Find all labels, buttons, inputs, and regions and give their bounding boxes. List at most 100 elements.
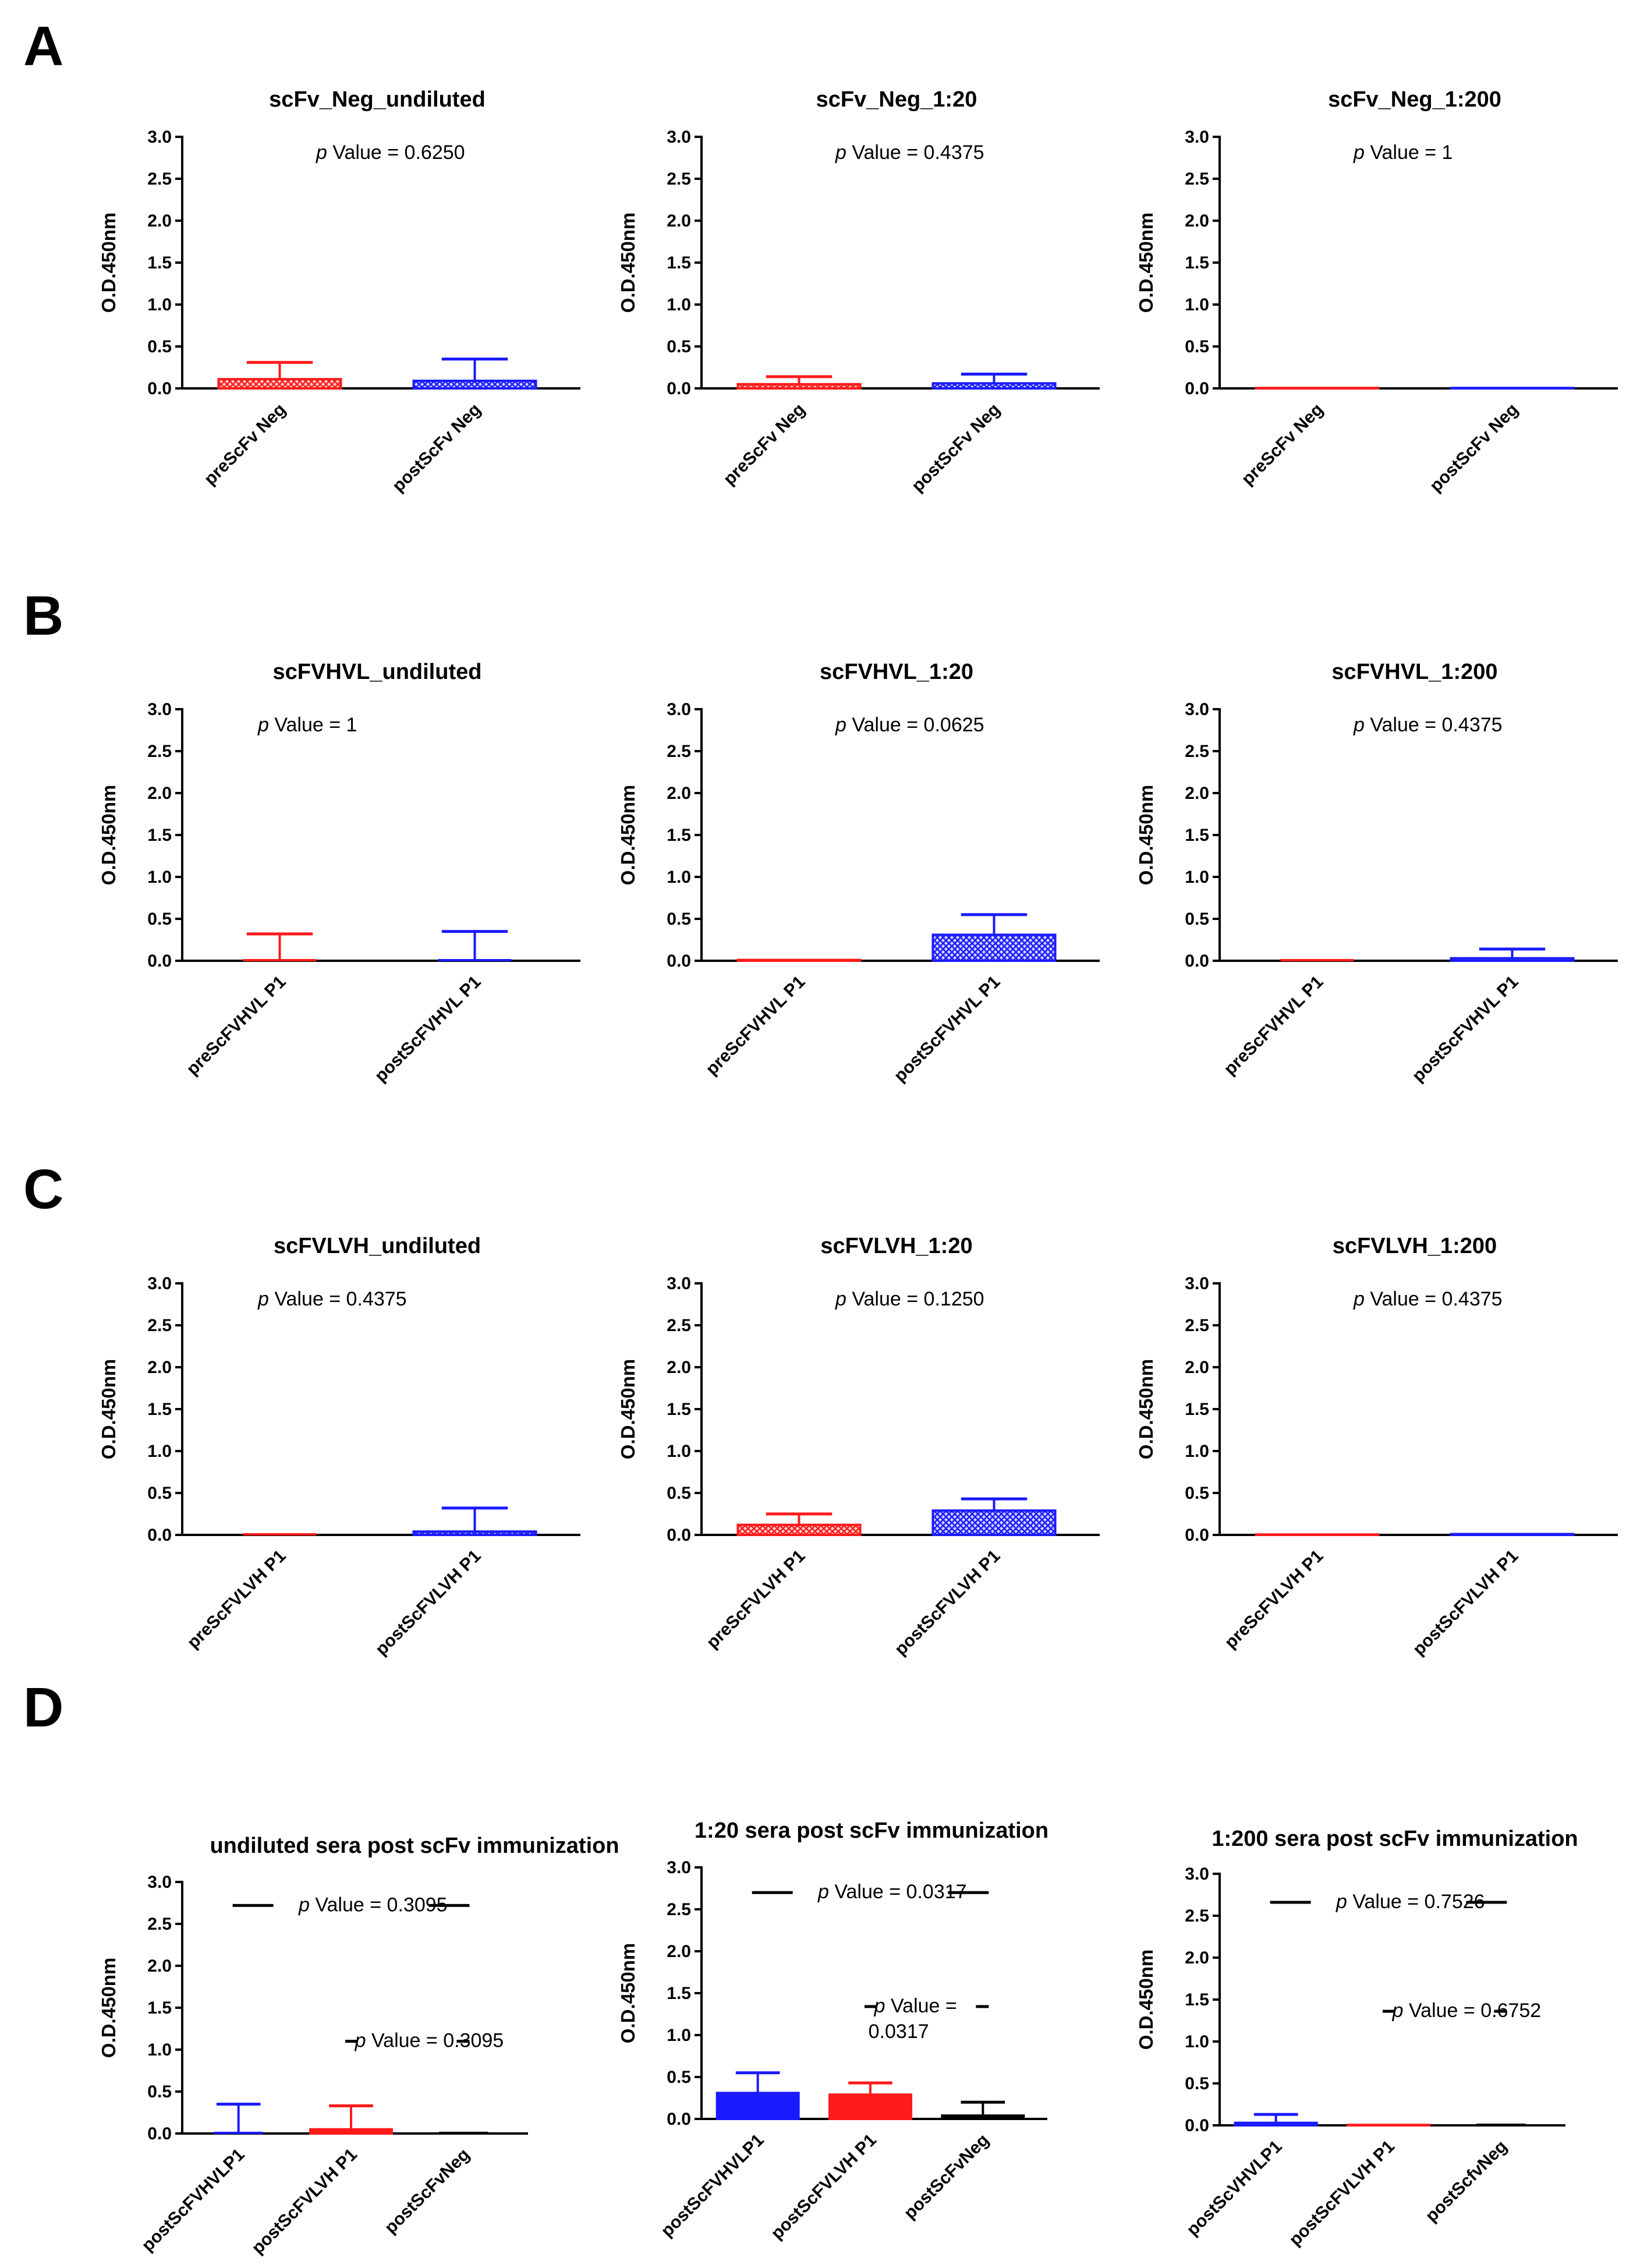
- p-value-annotation: p Value = 0.4375: [1353, 1288, 1503, 1310]
- y-tick-label: 2.5: [147, 742, 172, 761]
- p-symbol: p: [1392, 2000, 1404, 2022]
- x-tick-label: preScFVLVH P1: [703, 1547, 809, 1653]
- y-tick-label: 1.5: [147, 253, 172, 273]
- x-tick-label: postScFVLVH P1: [248, 2145, 361, 2258]
- x-tick-label: postScFv Neg: [389, 400, 485, 496]
- y-tick-label: 2.0: [667, 1358, 691, 1377]
- y-tick-label: 0.5: [1185, 2074, 1209, 2093]
- p-value-annotation: p Value = 0.6752: [1392, 2000, 1542, 2022]
- y-tick-label: 1.0: [667, 1442, 691, 1461]
- y-tick-label: 1.0: [1185, 295, 1209, 314]
- x-tick-label: preScFv Neg: [720, 400, 809, 489]
- y-axis-label: O.D.450nm: [98, 785, 119, 885]
- y-tick-label: 3.0: [1185, 700, 1209, 719]
- y-tick-label: 1.0: [147, 868, 172, 887]
- y-tick-label: 1.5: [147, 1400, 172, 1419]
- y-axis-label: O.D.450nm: [1135, 785, 1157, 885]
- y-tick-label: 3.0: [1185, 128, 1209, 147]
- y-tick-label: 1.0: [1185, 2032, 1209, 2051]
- y-tick-label: 2.5: [147, 1915, 172, 1934]
- p-value-text: Value = 0.7526: [1347, 1891, 1485, 1913]
- y-tick-label: 0.5: [1185, 1484, 1209, 1503]
- p-symbol: p: [257, 1288, 269, 1310]
- bar-2: [1450, 1533, 1575, 1537]
- x-tick-label: postScVHVLP1: [1183, 2137, 1286, 2240]
- y-axis-label: O.D.450nm: [1135, 1949, 1157, 2050]
- y-tick-label: 0.0: [1185, 379, 1209, 398]
- y-tick-label: 1.5: [147, 826, 172, 845]
- y-tick-label: 1.0: [1185, 868, 1209, 887]
- x-tick-label: preScFVLVH P1: [1221, 1547, 1327, 1653]
- y-tick-label: 3.0: [667, 1858, 691, 1877]
- p-symbol: p: [1353, 141, 1365, 164]
- y-tick-label: 1.5: [667, 1984, 691, 2003]
- x-tick-label: postScFv Neg: [908, 400, 1004, 496]
- p-symbol: p: [1353, 714, 1365, 736]
- y-tick-label: 2.5: [1185, 1906, 1209, 1926]
- x-tick-label: preScFVHVL P1: [183, 972, 289, 1079]
- y-axis-label: O.D.450nm: [1135, 1359, 1157, 1459]
- y-tick-label: 0.5: [1185, 337, 1209, 356]
- y-tick-label: 1.0: [667, 295, 691, 314]
- x-tick-label: preScFVLVH P1: [183, 1547, 289, 1653]
- p-symbol: p: [835, 714, 846, 736]
- chart-2: scFv_Neg_1:20 0.0 0.5 1.0 1.5 2.0 2.5 3.0 O.D.45…: [617, 87, 1100, 496]
- y-axis-label: O.D.450nm: [1135, 213, 1157, 313]
- p-value-text: Value = 0.6250: [327, 141, 465, 164]
- p-symbol: p: [874, 1995, 885, 2017]
- chart-9: scFVLVH_1:200 0.0 0.5 1.0 1.5 2.0 2.5 3.0 O.D.45…: [1135, 1234, 1618, 1659]
- bar-2: [828, 2093, 912, 2120]
- p-value-text: Value = 0.1250: [846, 1288, 984, 1310]
- bar-1: [736, 1523, 862, 1536]
- p-value-text: Value = 0.6752: [1404, 2000, 1542, 2022]
- chart-3: scFv_Neg_1:200 0.0 0.5 1.0 1.5 2.0 2.5 3.0 O.D.4…: [1135, 87, 1618, 496]
- bar-1: [217, 378, 342, 390]
- p-symbol: p: [1335, 1891, 1347, 1913]
- panel-letter-c: C: [23, 1158, 63, 1220]
- y-tick-label: 0.5: [147, 910, 172, 929]
- charts-container: scFv_Neg_undiluted 0.0 0.5 1.0 1.5 2.0 2.5 3.0 O…: [98, 87, 1618, 2258]
- y-axis-label: O.D.450nm: [98, 1958, 119, 2058]
- p-value-text: Value = 0.4375: [1365, 714, 1503, 736]
- y-axis-label: O.D.450nm: [617, 1943, 639, 2043]
- p-value-annotation: p Value = 1: [257, 714, 357, 736]
- chart-4: scFVHVL_undiluted 0.0 0.5 1.0 1.5 2.0 2.5 3.0 O.…: [98, 660, 580, 1086]
- y-tick-label: 0.0: [1185, 951, 1209, 971]
- y-tick-label: 2.0: [1185, 1358, 1209, 1377]
- bar-2: [1450, 957, 1575, 963]
- y-tick-label: 1.5: [667, 1400, 691, 1419]
- p-value-annotation: p Value = 0.0625: [835, 714, 984, 736]
- x-tick-label: postScFvNeg: [381, 2145, 473, 2238]
- y-tick-label: 2.0: [147, 1956, 172, 1976]
- y-tick-label: 0.0: [667, 379, 691, 398]
- y-tick-label: 3.0: [667, 1274, 691, 1293]
- y-tick-label: 1.5: [1185, 826, 1209, 845]
- y-tick-label: 2.0: [667, 784, 691, 803]
- chart-title: scFv_Neg_1:20: [816, 87, 977, 112]
- y-tick-label: 1.5: [667, 253, 691, 273]
- x-tick-label: postScFvNeg: [900, 2131, 993, 2223]
- chart-5: scFVHVL_1:20 0.0 0.5 1.0 1.5 2.0 2.5 3.0 O.D.450…: [617, 660, 1100, 1086]
- p-symbol: p: [1353, 1288, 1365, 1310]
- y-tick-label: 2.0: [147, 1358, 172, 1377]
- p-symbol: p: [817, 1881, 829, 1903]
- p-value-annotation: p Value = 0.4375: [835, 141, 984, 164]
- y-tick-label: 1.5: [1185, 1400, 1209, 1419]
- y-tick-label: 2.5: [667, 169, 691, 189]
- y-tick-label: 2.5: [147, 169, 172, 189]
- y-tick-label: 0.5: [1185, 910, 1209, 929]
- x-tick-label: postScFVLVH P1: [767, 2131, 880, 2244]
- y-tick-label: 1.5: [147, 1998, 172, 2018]
- y-tick-label: 2.5: [1185, 169, 1209, 189]
- chart-6: scFVHVL_1:200 0.0 0.5 1.0 1.5 2.0 2.5 3.0 O.D.45…: [1135, 660, 1618, 1086]
- y-tick-label: 2.0: [667, 211, 691, 231]
- chart-title: 1:20 sera post scFv immunization: [695, 1818, 1048, 1843]
- bar-2: [931, 1509, 1057, 1536]
- x-tick-label: preScFv Neg: [200, 400, 289, 489]
- y-tick-label: 0.0: [147, 951, 172, 971]
- y-tick-label: 2.0: [667, 1942, 691, 1961]
- y-tick-label: 1.0: [147, 2040, 172, 2060]
- y-tick-label: 0.0: [1185, 1526, 1209, 1545]
- x-tick-label: postScFVHVLP1: [657, 2131, 768, 2241]
- x-tick-label: postScFVLVH P1: [1285, 2137, 1398, 2250]
